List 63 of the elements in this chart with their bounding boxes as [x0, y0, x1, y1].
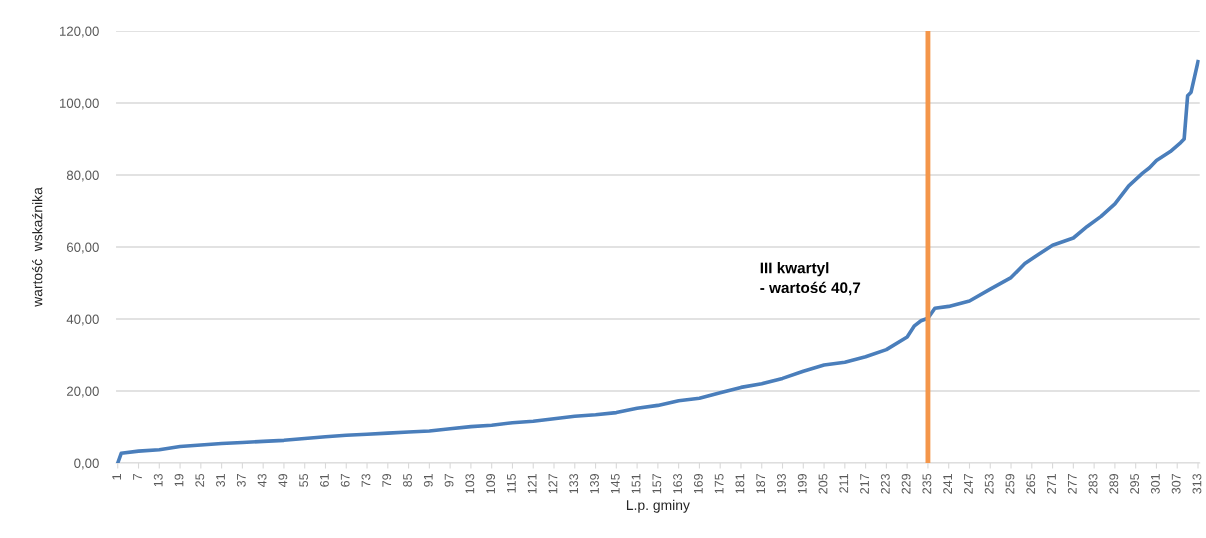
x-tick-label: 169 — [693, 474, 703, 494]
x-tick-label: 91 — [423, 474, 433, 487]
y-tick-label: 0,00 — [74, 458, 99, 470]
x-tick-label: 193 — [777, 473, 786, 494]
y-tick-label: 120,00 — [60, 26, 99, 38]
x-tick-label: 253 — [984, 473, 994, 494]
x-tick-label: 175 — [714, 473, 724, 494]
x-tick-label: 133 — [569, 473, 579, 494]
x-tick-label: 163 — [673, 473, 682, 494]
x-tick-label: 31 — [216, 474, 225, 487]
x-tick-label: 151 — [631, 474, 641, 494]
x-tick-label: 181 — [735, 474, 745, 494]
x-tick-label: 283 — [1088, 473, 1098, 494]
x-tick-label: 73 — [361, 473, 371, 487]
y-tick-label: 20,00 — [67, 386, 99, 398]
x-tick-label: 145 — [610, 473, 620, 494]
x-tick-label: 37 — [236, 474, 246, 487]
x-tick-label: 211 — [839, 474, 849, 493]
x-tick-label: 67 — [340, 474, 350, 487]
x-tick-label: 1 — [112, 474, 121, 480]
x-tick-label: 271 — [1047, 474, 1056, 494]
x-tick-label: 301 — [1150, 474, 1160, 494]
x-tick-label: 199 — [797, 474, 807, 494]
annotation: III kwartyl - wartość 40,7 — [760, 262, 861, 296]
x-tick-label: 157 — [652, 474, 662, 494]
x-tick-label: 187 — [756, 474, 766, 494]
x-tick-label: 277 — [1067, 474, 1077, 494]
x-tick-label: 289 — [1109, 474, 1119, 494]
x-tick-label: 307 — [1171, 474, 1181, 494]
x-axis-title: L.p. gminy — [626, 499, 690, 513]
y-tick-label: 100,00 — [60, 98, 99, 110]
x-tick-label: 235 — [922, 473, 932, 494]
y-tick-label: 40,00 — [66, 314, 99, 326]
x-tick-label: 229 — [901, 474, 911, 494]
x-tick-label: 205 — [818, 473, 828, 494]
x-tick-label: 265 — [1026, 473, 1036, 494]
x-tick-label: 223 — [880, 473, 890, 494]
x-tick-label: 121 — [527, 474, 537, 494]
x-tick-label: 61 — [319, 474, 329, 487]
x-tick-label: 49 — [278, 474, 288, 488]
y-axis-title: wartość wskaźnika — [32, 187, 43, 307]
x-tick-label: 7 — [133, 474, 142, 480]
x-tick-label: 127 — [548, 474, 558, 494]
x-tick-label: 217 — [860, 474, 869, 494]
x-tick-label: 247 — [963, 474, 973, 494]
x-tick-label: 19 — [174, 474, 184, 487]
x-tick-label: 79 — [382, 474, 392, 487]
y-tick-label: 80,00 — [66, 170, 99, 182]
x-tick-label: 25 — [195, 473, 205, 487]
x-tick-label: 313 — [1192, 473, 1202, 494]
x-tick-label: 55 — [299, 473, 309, 487]
x-tick-label: 139 — [590, 474, 599, 494]
x-tick-label: 13 — [153, 473, 163, 487]
y-tick-label: 60,00 — [67, 242, 99, 254]
x-tick-label: 241 — [943, 474, 952, 494]
x-tick-label: 97 — [444, 474, 454, 487]
x-tick-label: 295 — [1130, 473, 1140, 494]
x-tick-label: 259 — [1005, 474, 1015, 494]
x-tick-label: 43 — [257, 473, 267, 488]
x-tick-label: 103 — [465, 473, 475, 494]
x-tick-label: 109 — [486, 474, 496, 494]
x-tick-label: 115 — [507, 473, 516, 493]
x-tick-label: 85 — [403, 473, 412, 487]
